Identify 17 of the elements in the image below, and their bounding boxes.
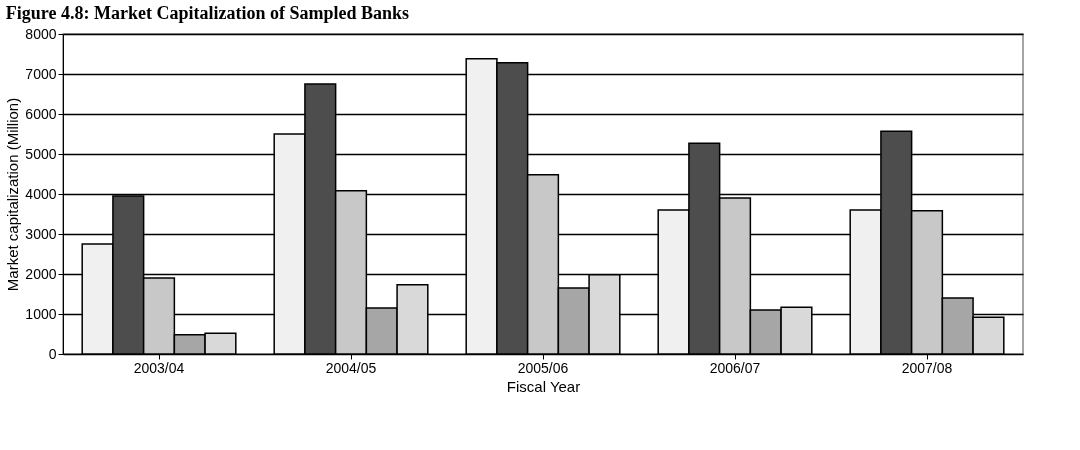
x-tick-label: 2005/06 [517,359,569,376]
y-tick-label: 6000 [25,105,57,122]
x-tick-label: 2003/04 [133,359,185,376]
y-tick-label: 5000 [25,145,57,162]
y-tick-label: 0 [48,345,57,362]
y-tick-label: 1000 [25,305,57,322]
x-tick-label: 2004/05 [325,359,377,376]
y-tick-label: 3000 [25,225,57,242]
x-tick-label: 2007/08 [901,359,953,376]
y-tick-label: 2000 [25,265,57,282]
y-axis-title: Market capitalization (Million) [4,97,22,292]
chart-title: Figure 4.8: Market Capitalization of Sampled Banks [5,3,410,23]
x-tick-label: 2006/07 [709,359,761,376]
x-axis-title: Fiscal Year [506,377,581,395]
y-tick-label: 7000 [25,65,57,82]
y-tick-label: 8000 [25,25,57,42]
y-tick-label: 4000 [25,185,57,202]
